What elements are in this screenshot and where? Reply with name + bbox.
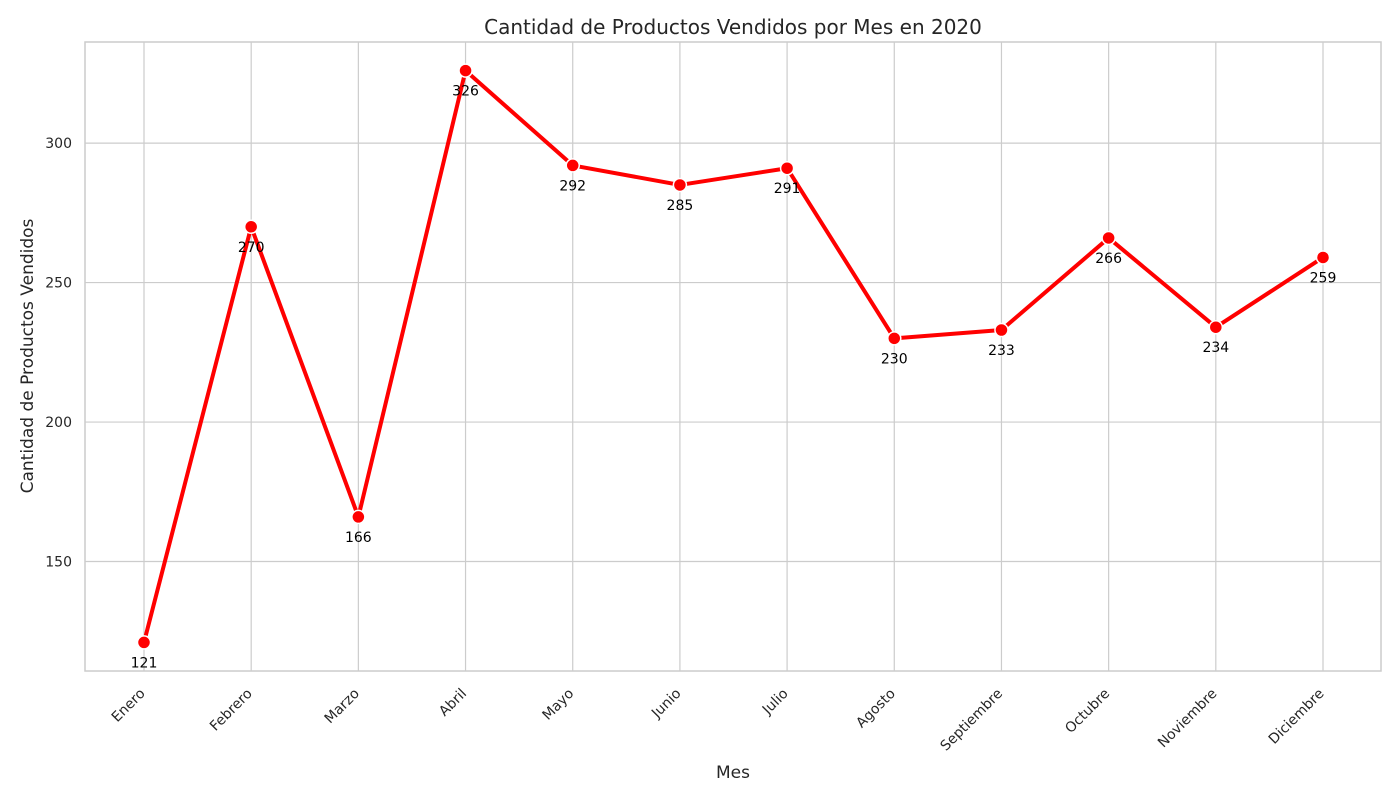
data-point (887, 331, 902, 346)
data-label: 233 (988, 343, 1015, 359)
x-tick-label: Enero (109, 686, 149, 726)
grid-layer (85, 42, 1381, 671)
data-label: 326 (452, 84, 479, 100)
x-tick-label: Mayo (539, 686, 577, 724)
data-point (672, 177, 688, 193)
y-tick-label: 150 (45, 555, 72, 571)
data-point (458, 63, 473, 78)
data-label: 270 (238, 240, 265, 256)
series-line (142, 68, 1325, 645)
series-layer: 121 270 166 326 292 285 291 230 233 266 234 259 (131, 63, 1337, 671)
x-tick-label: Marzo (322, 686, 363, 727)
data-point (243, 219, 259, 235)
data-label: 259 (1310, 270, 1337, 286)
data-point (351, 509, 366, 525)
data-label: 291 (774, 181, 801, 197)
x-tick-label: Junio (648, 686, 684, 722)
data-label: 234 (1202, 340, 1229, 356)
x-tick-label: Abril (436, 686, 470, 720)
x-tick-label: Julio (759, 686, 792, 719)
plot-frame (84, 41, 1382, 672)
x-tick-label: Febrero (207, 686, 256, 735)
x-axis-label: Mes (716, 763, 750, 783)
x-tick-label: Septiembre (937, 686, 1006, 755)
data-label: 121 (131, 655, 158, 671)
data-label: 266 (1095, 251, 1122, 267)
x-tick-label: Noviembre (1155, 686, 1220, 751)
data-label: 230 (881, 351, 908, 367)
data-point (565, 158, 580, 173)
chart-title: Cantidad de Productos Vendidos por Mes e… (484, 15, 982, 39)
x-tick-label: Diciembre (1266, 686, 1328, 748)
data-point (994, 322, 1009, 338)
x-tick-label: Octubre (1062, 686, 1113, 737)
data-label: 285 (667, 198, 694, 214)
x-tick-label: Agosto (853, 686, 899, 732)
data-point (779, 160, 795, 176)
y-tick-label: 200 (45, 415, 72, 431)
data-point (1315, 250, 1331, 265)
data-label: 292 (559, 178, 586, 194)
y-tick-label: 300 (45, 136, 72, 152)
data-label: 166 (345, 530, 372, 546)
y-tick-label: 250 (45, 276, 72, 292)
data-point (136, 635, 152, 650)
y-axis-label: Cantidad de Productos Vendidos (18, 218, 38, 493)
data-point (1208, 319, 1224, 335)
data-point (1101, 230, 1116, 246)
tick-label-layer: Enero Febrero Marzo Abril Mayo Junio Julio Agos… (45, 136, 1327, 754)
